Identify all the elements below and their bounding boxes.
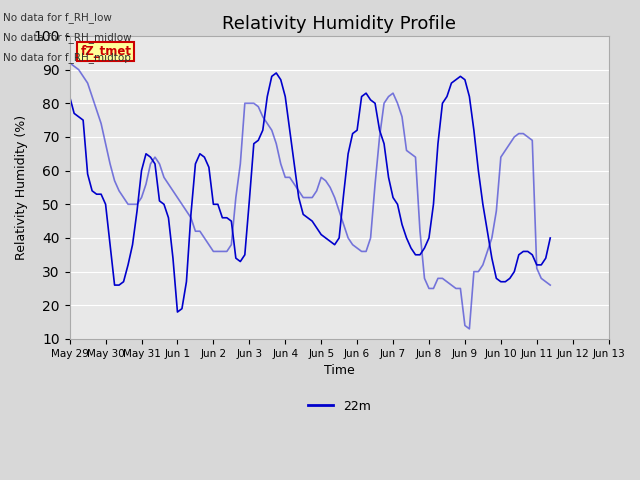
Text: fZ_tmet: fZ_tmet bbox=[81, 45, 131, 58]
Legend: 22m: 22m bbox=[303, 395, 376, 418]
Text: No data for f_RH_midlow: No data for f_RH_midlow bbox=[3, 32, 132, 43]
Text: No data for f_RH_midtop: No data for f_RH_midtop bbox=[3, 52, 131, 63]
Y-axis label: Relativity Humidity (%): Relativity Humidity (%) bbox=[15, 115, 28, 260]
X-axis label: Time: Time bbox=[324, 364, 355, 377]
Title: Relativity Humidity Profile: Relativity Humidity Profile bbox=[222, 15, 456, 33]
Text: No data for f_RH_low: No data for f_RH_low bbox=[3, 12, 112, 23]
